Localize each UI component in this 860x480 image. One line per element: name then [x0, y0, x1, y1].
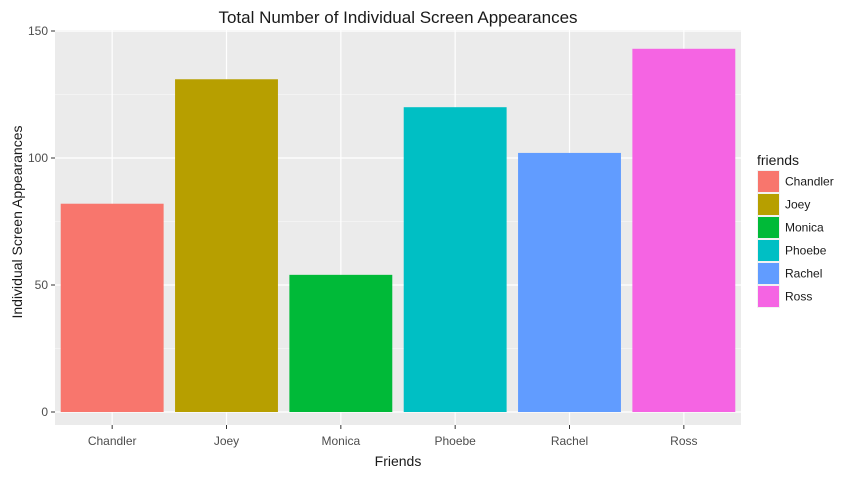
- bar-monica: [289, 274, 393, 412]
- y-tick-label: 150: [28, 24, 48, 38]
- legend-label: Monica: [785, 221, 824, 235]
- x-tick-label: Monica: [321, 434, 360, 448]
- minor-gridlines: [55, 94, 741, 349]
- y-tick-label: 100: [28, 151, 48, 165]
- bar-ross: [632, 48, 736, 412]
- legend-swatch-monica: [758, 217, 779, 238]
- bar-chandler: [60, 203, 164, 412]
- legend-label: Phoebe: [785, 244, 827, 258]
- legend-swatch-joey: [758, 194, 779, 215]
- legend-swatch-ross: [758, 286, 779, 307]
- x-tick-label: Rachel: [551, 434, 588, 448]
- x-axis-ticks: Chandler Joey Monica Phoebe Rachel Ross: [88, 425, 698, 448]
- x-tick-label: Joey: [214, 434, 239, 448]
- bar-phoebe: [403, 107, 507, 412]
- legend-label: Rachel: [785, 267, 822, 281]
- y-axis-title: Individual Screen Appearances: [9, 125, 25, 318]
- legend-swatch-rachel: [758, 263, 779, 284]
- legend-swatch-phoebe: [758, 240, 779, 261]
- y-tick-label: 0: [41, 405, 48, 419]
- legend-label: Joey: [785, 198, 810, 212]
- plot-panel: [55, 30, 741, 425]
- x-tick-label: Ross: [670, 434, 697, 448]
- chart-title: Total Number of Individual Screen Appear…: [218, 8, 577, 27]
- legend-label: Chandler: [785, 175, 834, 189]
- legend: friends Chandler Joey Monica Phoebe Rachel Ro…: [757, 152, 834, 308]
- legend-label: Ross: [785, 290, 812, 304]
- x-tick-label: Chandler: [88, 434, 137, 448]
- legend-title: friends: [757, 152, 799, 168]
- x-axis-title: Friends: [375, 453, 422, 469]
- bar-rachel: [518, 152, 621, 413]
- y-tick-label: 50: [35, 278, 49, 292]
- x-tick-label: Phoebe: [434, 434, 476, 448]
- bar-joey: [175, 79, 278, 412]
- legend-items: Chandler Joey Monica Phoebe Rachel Ross: [757, 170, 834, 308]
- legend-swatch-chandler: [758, 171, 779, 192]
- y-axis-ticks: 0 50 100 150: [28, 24, 55, 419]
- bar-series: [60, 48, 736, 413]
